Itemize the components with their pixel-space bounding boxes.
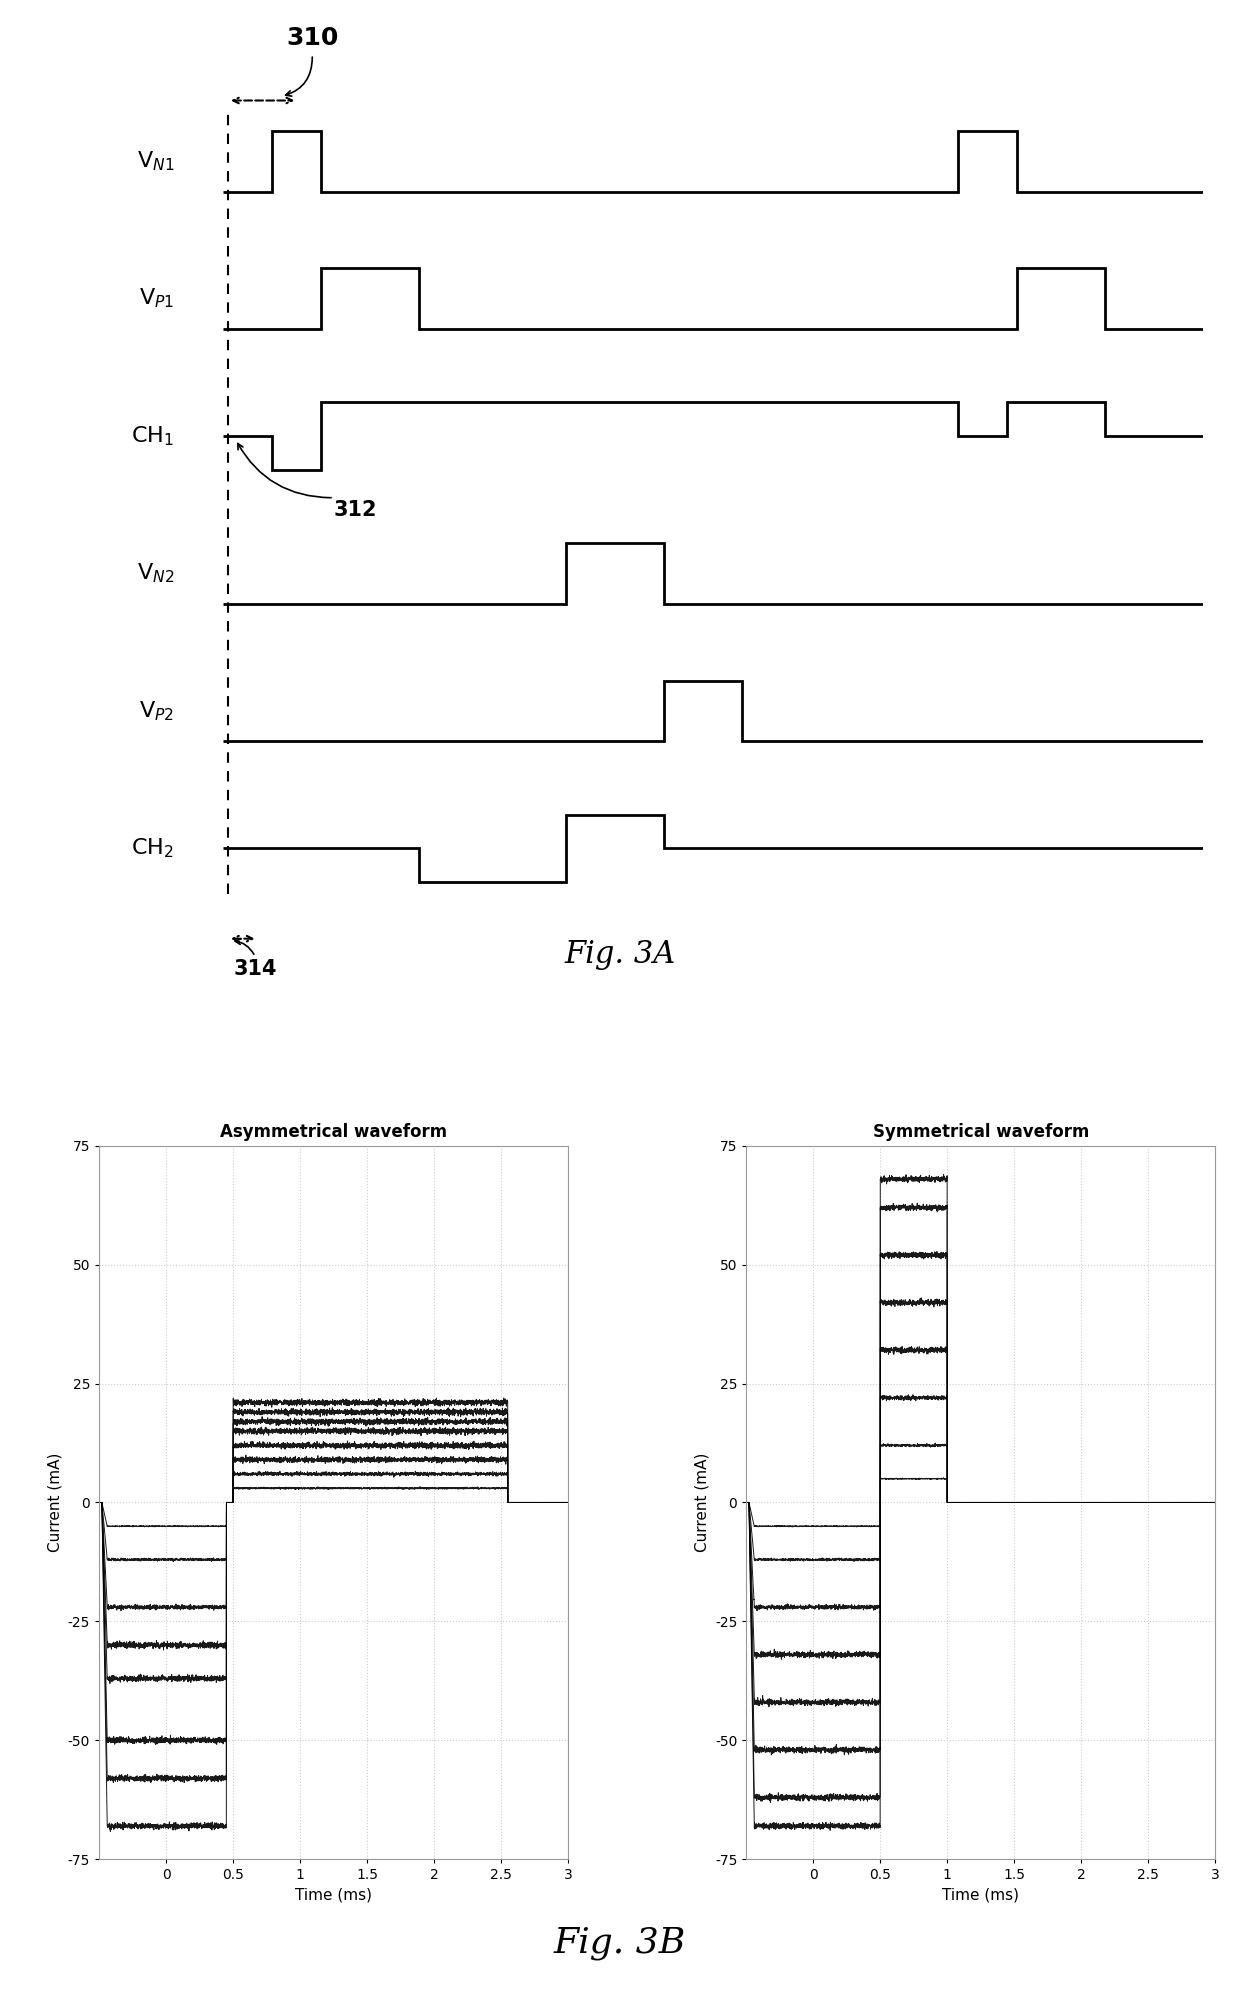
Text: Fig. 3A: Fig. 3A [564, 939, 676, 969]
Text: V$_{N1}$: V$_{N1}$ [136, 149, 174, 173]
Text: 312: 312 [334, 500, 377, 521]
Text: Fig. 3B: Fig. 3B [554, 1926, 686, 1960]
Text: 310: 310 [286, 26, 339, 50]
Y-axis label: Current (mA): Current (mA) [694, 1453, 709, 1552]
Text: V$_{P1}$: V$_{P1}$ [139, 287, 174, 310]
Text: 314: 314 [233, 959, 277, 979]
X-axis label: Time (ms): Time (ms) [295, 1887, 372, 1903]
Y-axis label: Current (mA): Current (mA) [47, 1453, 62, 1552]
X-axis label: Time (ms): Time (ms) [942, 1887, 1019, 1903]
Text: CH$_1$: CH$_1$ [131, 424, 174, 448]
Title: Asymmetrical waveform: Asymmetrical waveform [219, 1124, 448, 1142]
Title: Symmetrical waveform: Symmetrical waveform [873, 1124, 1089, 1142]
Text: V$_{P2}$: V$_{P2}$ [139, 699, 174, 722]
Text: V$_{N2}$: V$_{N2}$ [136, 561, 174, 585]
Text: CH$_2$: CH$_2$ [131, 836, 174, 860]
